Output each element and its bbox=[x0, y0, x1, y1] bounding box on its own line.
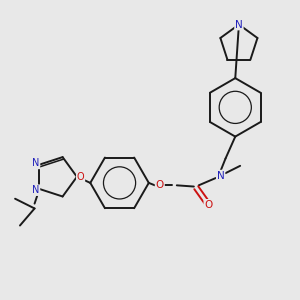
Text: N: N bbox=[217, 171, 224, 181]
Text: O: O bbox=[77, 172, 84, 182]
Text: N: N bbox=[235, 20, 243, 29]
Text: O: O bbox=[204, 200, 213, 210]
Text: N: N bbox=[32, 158, 40, 168]
Text: N: N bbox=[32, 185, 40, 195]
Text: O: O bbox=[156, 180, 164, 190]
